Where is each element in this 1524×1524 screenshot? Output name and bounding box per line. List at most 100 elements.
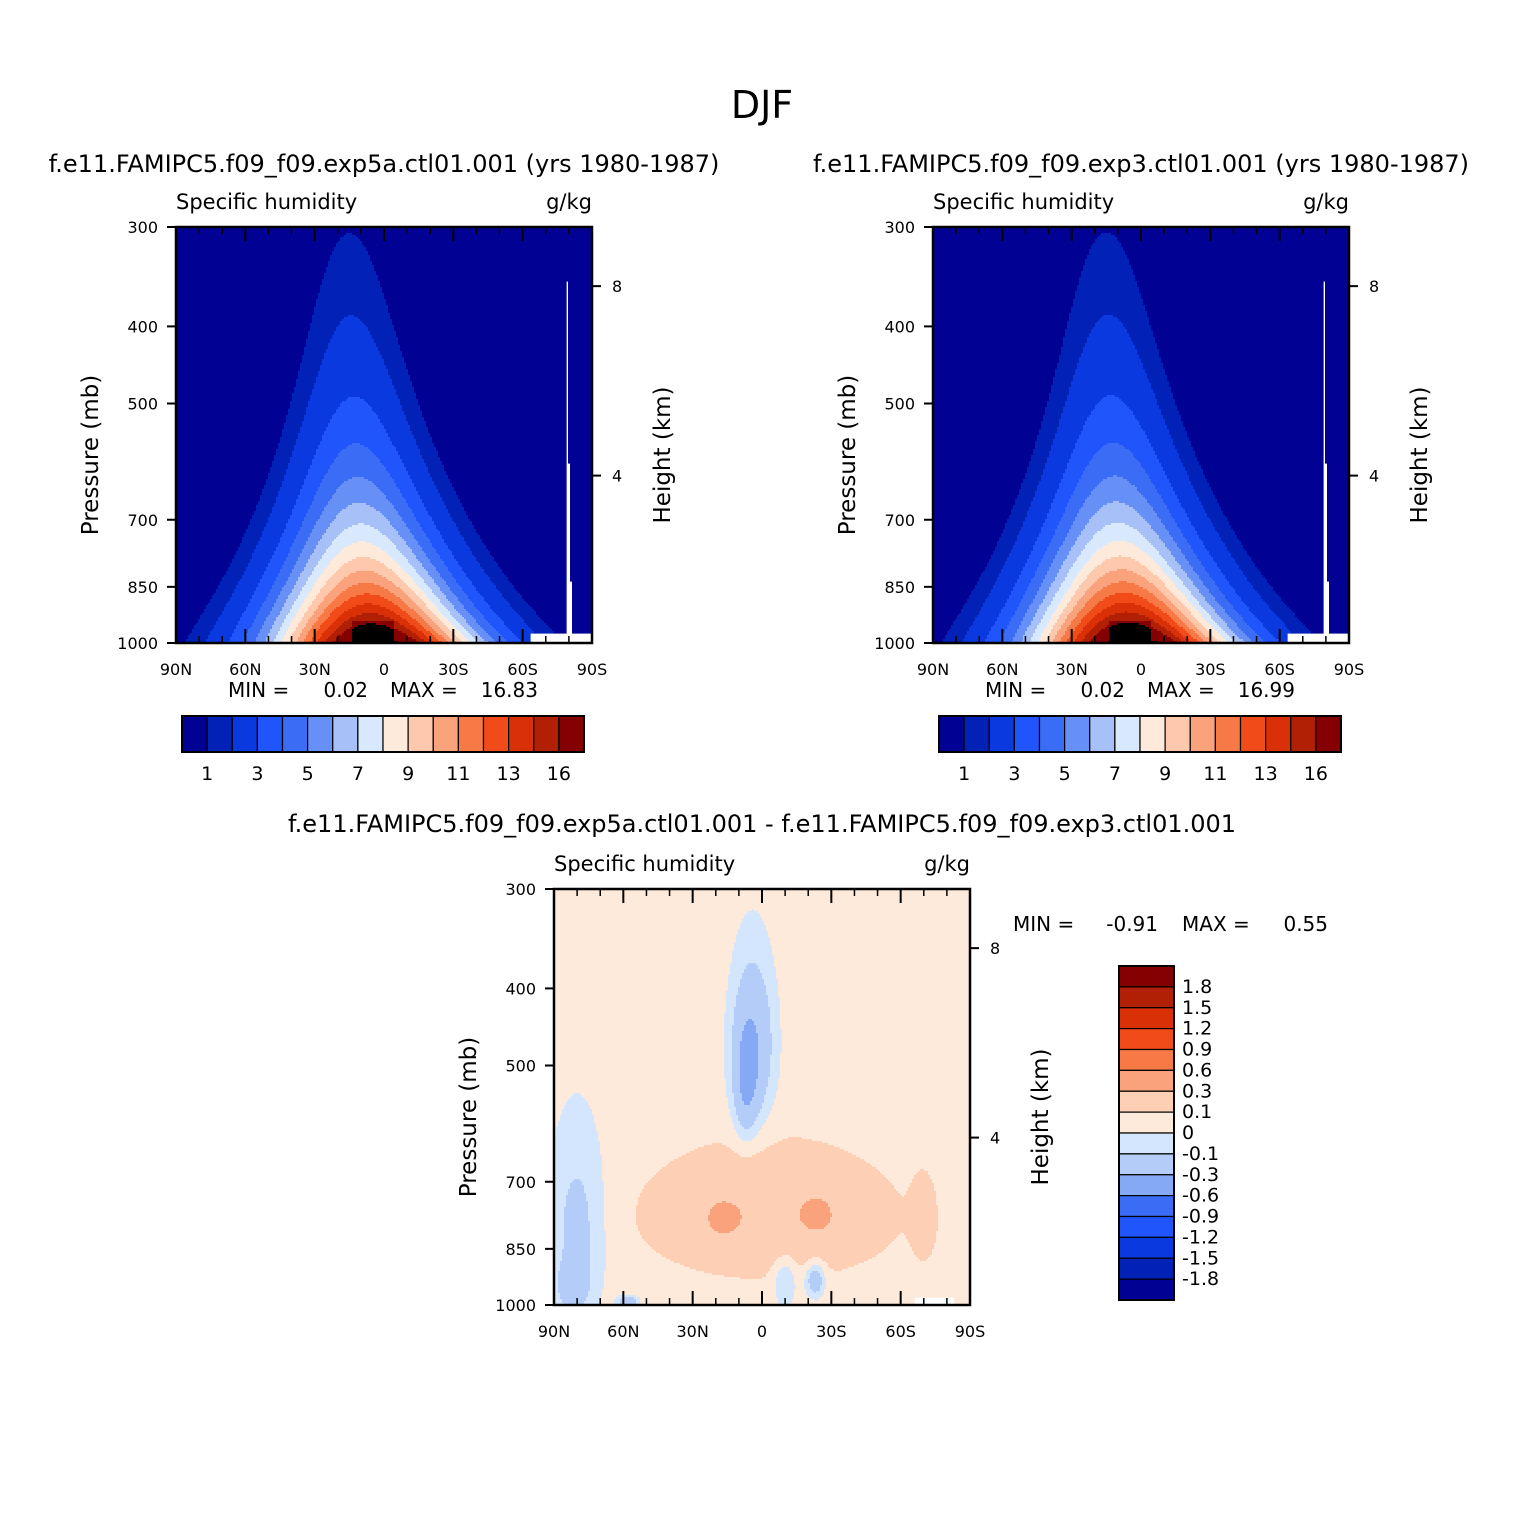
panel2-cell: [1055, 557, 1068, 560]
panel1-cell: [400, 587, 411, 590]
panel1-cell: [428, 467, 445, 470]
panel2-cell: [1157, 575, 1168, 578]
panel2-cell: [933, 449, 1034, 452]
panel1-cell: [414, 387, 567, 390]
panel1-cell: [496, 587, 515, 590]
panel1-cell: [278, 575, 291, 578]
panel1-cell: [324, 609, 335, 612]
panel1-cell: [296, 563, 307, 566]
panel2-cell: [1091, 639, 1110, 642]
panel2-cell: [1157, 489, 1174, 492]
panel1-cell: [420, 409, 567, 412]
panel1-cell: [444, 593, 455, 596]
panel2-cell: [1073, 301, 1144, 304]
panel2-cell: [1325, 315, 1349, 318]
panel2-cell: [1095, 241, 1120, 244]
panel2-cell: [1157, 343, 1324, 346]
panel2-cell: [1027, 609, 1038, 612]
panel2-cell: [1151, 383, 1170, 386]
panel1-cell: [256, 545, 279, 548]
panel2-cell: [1327, 513, 1349, 516]
panel1-cell: [378, 573, 397, 576]
panel2-cell: [1097, 451, 1132, 454]
panel1-cell: [430, 599, 441, 602]
panel2-cell: [1137, 285, 1324, 288]
panel2-cell: [1163, 467, 1186, 470]
panel1-cell: [290, 639, 299, 642]
panel2-cell: [1091, 247, 1124, 250]
panel2-cell: [1167, 547, 1180, 550]
panel2-cell: [1063, 541, 1076, 544]
panel2-cell: [1071, 495, 1090, 498]
panel1-cell: [176, 369, 301, 372]
panel2-cell: [1041, 583, 1052, 586]
panel2-cell: [1227, 579, 1248, 582]
panel2-cell: [1229, 581, 1250, 584]
panel1-cell: [438, 453, 567, 456]
panel2-cell: [1091, 539, 1148, 542]
panel1-cell: [176, 511, 255, 514]
panel2-cell: [933, 425, 1042, 428]
panel2-cell: [1189, 437, 1324, 440]
panel2-cell: [953, 621, 974, 624]
panel2-cell: [1051, 447, 1076, 450]
panel1-cell: [324, 585, 337, 588]
panel1-cell: [258, 635, 269, 638]
panel2-cell: [1267, 603, 1286, 606]
panel1-cell: [176, 575, 225, 578]
panel2-cell: [1063, 561, 1076, 564]
panel2-cell: [1073, 449, 1100, 452]
panel2-cell: [1245, 603, 1268, 606]
panel1-cell: [260, 537, 281, 540]
panel1-cell: [294, 447, 319, 450]
panel2-cell: [1139, 623, 1152, 626]
panel1-cell: [280, 537, 297, 540]
panel1-cell: [410, 529, 423, 532]
panel2-cell: [1093, 243, 1122, 246]
panel2-cell: [1079, 611, 1090, 614]
panel2-cell: [1179, 617, 1188, 620]
panel2-cell: [1261, 597, 1282, 600]
panel1-cell: [446, 639, 453, 642]
panel1-cell: [428, 573, 441, 576]
panel2-cell: [1013, 505, 1032, 508]
panel1-cell: [256, 507, 273, 510]
panel2-cell: [965, 637, 988, 640]
panel2-cell: [1325, 353, 1349, 356]
panel2-cell: [1197, 639, 1204, 642]
panel1-cell: [404, 601, 415, 604]
panel2-cell: [933, 311, 1072, 314]
panel1-cell: [376, 485, 397, 488]
panel2-cell: [1201, 501, 1218, 504]
panel1-cell: [176, 493, 263, 496]
panel1-cell: [568, 297, 592, 300]
panel2-cell: [1121, 399, 1158, 402]
panel1-cell: [270, 471, 287, 474]
panel1-cell: [490, 623, 505, 626]
panel1-cell: [298, 433, 325, 436]
panel1-cell: [442, 635, 449, 638]
panel1-cell: [320, 287, 383, 290]
panel2-cell: [1153, 331, 1324, 334]
panel2-cell: [957, 615, 978, 618]
panel1-cell: [312, 601, 323, 604]
panel1-cell: [378, 279, 592, 282]
panel1-cell: [392, 581, 405, 584]
panel2-cell: [1133, 341, 1156, 344]
panel2-cell: [985, 599, 1008, 602]
panel2-cell: [1239, 595, 1262, 598]
panel1-cell: [334, 493, 385, 496]
panel2-cell: [1161, 631, 1172, 634]
panel1-cell: [446, 507, 465, 510]
panel1-cell: [424, 611, 433, 614]
panel2-cell: [933, 255, 1088, 258]
panel1-cell: [510, 603, 529, 606]
panel1-cell: [286, 419, 305, 422]
panel2-cell: [1155, 487, 1174, 490]
panel2-cell: [1043, 617, 1052, 620]
panel2-cell: [1325, 375, 1349, 378]
panel2-cell: [1051, 631, 1058, 634]
panel2-cell: [1207, 479, 1324, 482]
panel2-cell: [1035, 573, 1048, 576]
panel2-cell: [1091, 411, 1134, 414]
